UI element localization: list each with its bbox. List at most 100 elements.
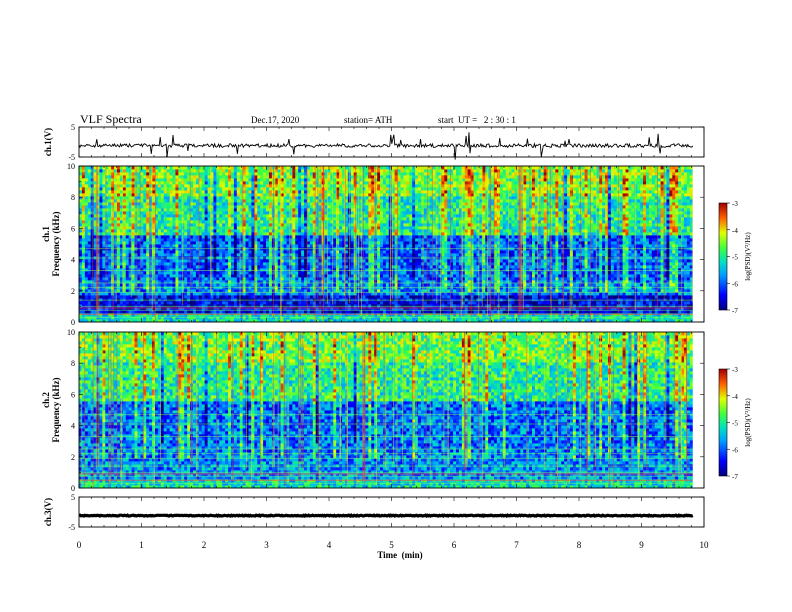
spectrogram-cell bbox=[249, 223, 252, 226]
spectrogram-cell bbox=[222, 178, 225, 181]
spectrogram-cell bbox=[184, 229, 187, 232]
spectrogram-cell bbox=[161, 208, 164, 211]
spectrogram-cell bbox=[260, 244, 263, 247]
spectrogram-cell bbox=[292, 283, 295, 286]
spectrogram-cell bbox=[216, 217, 219, 220]
spectrogram-cell bbox=[225, 175, 228, 178]
spectrogram-cell bbox=[158, 175, 161, 178]
spectrogram-cell bbox=[82, 277, 85, 280]
spectrogram-cell bbox=[327, 196, 330, 199]
spectrogram-cell bbox=[99, 208, 102, 211]
spectrogram-cell bbox=[257, 295, 260, 298]
spectrogram-cell bbox=[298, 217, 301, 220]
spectrogram-cell bbox=[231, 238, 234, 241]
spectrogram-cell bbox=[225, 238, 228, 241]
spectrogram-cell bbox=[222, 181, 225, 184]
spectrogram-cell bbox=[108, 238, 111, 241]
spectrogram-cell bbox=[164, 193, 167, 196]
spectrogram-cell bbox=[295, 244, 298, 247]
spectrogram-cell bbox=[173, 301, 176, 304]
spectrogram-cell bbox=[143, 295, 146, 298]
spectrogram-cell bbox=[140, 226, 143, 229]
spectrogram-cell bbox=[102, 199, 105, 202]
spectrogram-cell bbox=[164, 211, 167, 214]
spectrogram-cell bbox=[178, 238, 181, 241]
spectrogram-cell bbox=[193, 241, 196, 244]
spectrogram-cell bbox=[123, 259, 126, 262]
spectrogram-cell bbox=[251, 223, 254, 226]
spectrogram-cell bbox=[269, 187, 272, 190]
spectrogram-cell bbox=[287, 184, 290, 187]
spectrogram-cell bbox=[333, 259, 336, 262]
spectrogram-cell bbox=[289, 301, 292, 304]
spectrogram-cell bbox=[184, 253, 187, 256]
spectrogram-cell bbox=[82, 274, 85, 277]
spectrogram-cell bbox=[178, 196, 181, 199]
spectrogram-cell bbox=[184, 250, 187, 253]
spectrogram-cell bbox=[327, 205, 330, 208]
spectrogram-cell bbox=[339, 193, 342, 196]
spectrogram-cell bbox=[249, 196, 252, 199]
spectrogram-cell bbox=[266, 208, 269, 211]
spectrogram-cell bbox=[126, 178, 129, 181]
spectrogram-cell bbox=[249, 295, 252, 298]
spectrogram-cell bbox=[105, 301, 108, 304]
spectrogram-cell bbox=[251, 271, 254, 274]
spectrogram-cell bbox=[126, 223, 129, 226]
spectrogram-cell bbox=[213, 223, 216, 226]
spectrogram-cell bbox=[287, 283, 290, 286]
spectrogram-cell bbox=[123, 217, 126, 220]
spectrogram-cell bbox=[202, 196, 205, 199]
spectrogram-cell bbox=[88, 262, 91, 265]
spectrogram-cell bbox=[316, 220, 319, 223]
spectrogram-cell bbox=[263, 253, 266, 256]
spectrogram-cell bbox=[88, 199, 91, 202]
spectrogram-cell bbox=[333, 235, 336, 238]
spectrogram-cell bbox=[310, 232, 313, 235]
spectrogram-cell bbox=[143, 274, 146, 277]
spectrogram-cell bbox=[228, 238, 231, 241]
spectrogram-cell bbox=[257, 214, 260, 217]
spectrogram-cell bbox=[88, 172, 91, 175]
spectrogram-cell bbox=[184, 214, 187, 217]
spectrogram-cell bbox=[316, 181, 319, 184]
spectrogram-cell bbox=[102, 178, 105, 181]
spectrogram-cell bbox=[246, 184, 249, 187]
spectrogram-cell bbox=[117, 232, 120, 235]
spectrogram-cell bbox=[287, 172, 290, 175]
spectrogram-cell bbox=[117, 253, 120, 256]
spectrogram-cell bbox=[170, 220, 173, 223]
spectrogram-cell bbox=[184, 301, 187, 304]
spectrogram-cell bbox=[143, 172, 146, 175]
spectrogram-cell bbox=[298, 187, 301, 190]
spectrogram-cell bbox=[216, 295, 219, 298]
spectrogram-cell bbox=[146, 223, 149, 226]
spectrogram-cell bbox=[287, 208, 290, 211]
spectrogram-cell bbox=[102, 235, 105, 238]
spectrogram-cell bbox=[117, 211, 120, 214]
spectrogram-cell bbox=[88, 259, 91, 262]
spectrogram-cell bbox=[269, 208, 272, 211]
spectrogram-cell bbox=[173, 271, 176, 274]
spectrogram-cell bbox=[249, 181, 252, 184]
spectrogram-cell bbox=[327, 211, 330, 214]
spectrogram-cell bbox=[202, 205, 205, 208]
spectrogram-cell bbox=[85, 178, 88, 181]
spectrogram-cell bbox=[222, 229, 225, 232]
spectrogram-cell bbox=[175, 172, 178, 175]
spectrogram-cell bbox=[167, 187, 170, 190]
spectrogram-cell bbox=[184, 238, 187, 241]
spectrogram-cell bbox=[298, 295, 301, 298]
spectrogram-cell bbox=[132, 271, 135, 274]
spectrogram-cell bbox=[269, 193, 272, 196]
spectrogram-cell bbox=[266, 214, 269, 217]
spectrogram-cell bbox=[202, 232, 205, 235]
spectrogram-cell bbox=[234, 262, 237, 265]
spectrogram-cell bbox=[225, 295, 228, 298]
spectrogram-cell bbox=[310, 220, 313, 223]
spectrogram-cell bbox=[251, 208, 254, 211]
spectrogram-cell bbox=[287, 253, 290, 256]
spectrogram-cell bbox=[146, 250, 149, 253]
spectrogram-cell bbox=[333, 277, 336, 280]
spectrogram-cell bbox=[146, 190, 149, 193]
